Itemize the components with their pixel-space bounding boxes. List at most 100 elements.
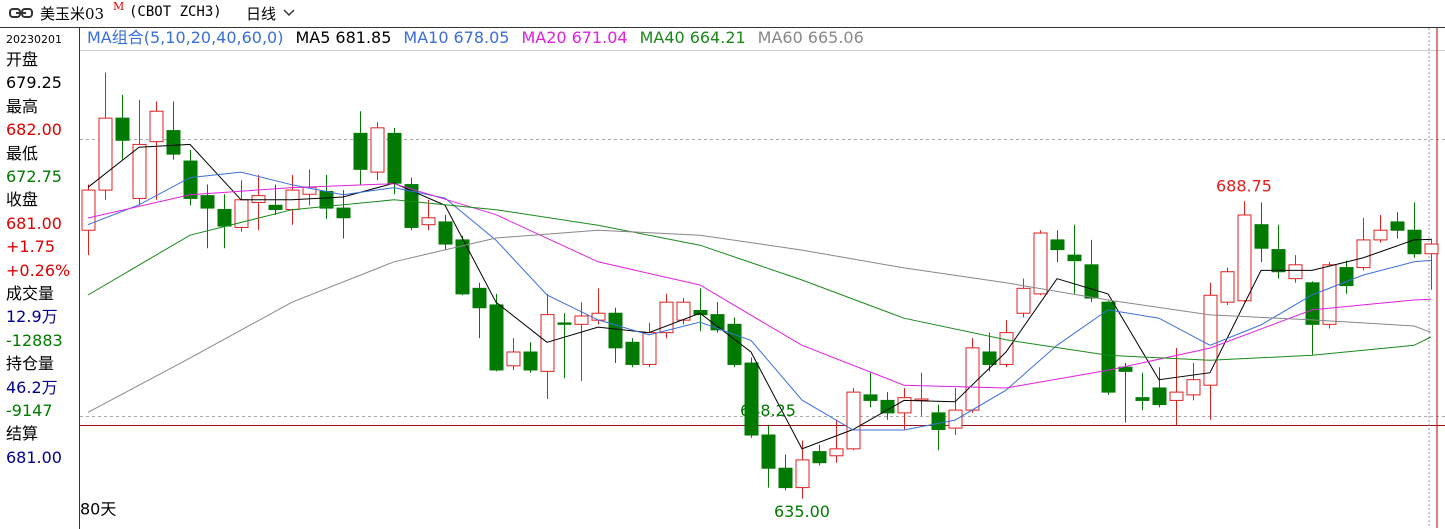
candle-body (744, 362, 759, 436)
candle-body (1237, 214, 1252, 302)
period-chevron[interactable] (282, 8, 296, 18)
candle-body (1220, 271, 1235, 303)
candle-body (251, 195, 266, 204)
candle-body (489, 304, 504, 371)
candle-body (829, 448, 844, 457)
legend-value: 665.06 (808, 28, 864, 47)
info-item: 持仓量 (6, 354, 55, 374)
candle-body (982, 351, 997, 365)
candle-body (965, 347, 980, 411)
ma-line (87, 183, 1432, 389)
candle-body (200, 195, 215, 209)
candle-body (1084, 264, 1099, 299)
candle-body (761, 434, 776, 469)
info-item: 开盘 (6, 50, 39, 69)
candle-body (1050, 239, 1065, 251)
candle-body (1067, 254, 1082, 262)
candle-body (302, 186, 317, 195)
info-item: 681.00 (6, 213, 62, 233)
info-item: 收盘 (6, 190, 39, 210)
candle-body (574, 315, 589, 325)
candle-body (1407, 229, 1422, 255)
candle-body (693, 309, 708, 316)
extreme-label: 648.25 (740, 401, 796, 420)
info-item: 12.9万 (6, 307, 58, 327)
ma-line (87, 171, 1432, 431)
candle-body (1271, 249, 1286, 273)
candle-body (132, 143, 147, 199)
period[interactable]: 日线 (246, 5, 277, 23)
candle-body (370, 127, 385, 173)
candle-body (336, 207, 351, 219)
candle-body (1033, 232, 1048, 295)
candle-body (625, 341, 640, 365)
candle-body (115, 117, 130, 141)
legend-value: 664.21 (690, 28, 746, 47)
candle-body (1390, 221, 1405, 231)
info-item: 46.2万 (6, 377, 58, 397)
legend-title: MA组合(5,10,20,40,60,0) (87, 28, 283, 47)
legend-name: MA10 (403, 28, 448, 47)
extreme-label: 635.00 (774, 502, 830, 521)
ma-line (87, 143, 1432, 450)
toolbar: 美玉米03 M (CBOT ZCH3) 日线 (0, 0, 1445, 26)
symbol-mark: M (113, 0, 125, 13)
candle-body (676, 301, 691, 321)
legend-name: MA60 (758, 28, 803, 47)
info-item: 679.25 (6, 73, 62, 93)
candle-body (217, 208, 232, 227)
info-date: 20230201 (6, 33, 62, 46)
candle-body (642, 332, 657, 365)
candle-body (285, 189, 300, 210)
candle-body (523, 351, 538, 371)
candle-body (1118, 366, 1133, 372)
symbol: 美玉米03 (40, 5, 105, 23)
candle-body (1288, 264, 1303, 280)
info-item: -9147 (6, 401, 53, 420)
legend-name: MA40 (640, 28, 685, 47)
candle-body (778, 467, 793, 489)
candle-body (149, 110, 164, 143)
candle-body (81, 189, 96, 231)
candle-body (880, 399, 895, 414)
candle-body (931, 412, 946, 430)
ma-line (87, 199, 1432, 361)
candle-body (353, 132, 368, 170)
info-item: 最低 (6, 143, 39, 163)
candle-body (1101, 301, 1116, 393)
symbol-code: (CBOT ZCH3) (129, 4, 222, 20)
candle-body (166, 130, 181, 155)
candle-body (999, 332, 1014, 365)
candle-body (863, 394, 878, 401)
candle-body (1424, 243, 1439, 255)
candle-body (591, 312, 606, 321)
candle-body (659, 301, 674, 334)
legend-name: MA20 (521, 28, 566, 47)
info-item: +1.75 (6, 237, 56, 257)
legend-value: 671.04 (572, 28, 628, 47)
candle-body (710, 314, 725, 331)
candle-body (608, 312, 623, 349)
candle-body (540, 314, 555, 372)
candle-body (1135, 397, 1150, 401)
legend-value: 681.85 (335, 28, 391, 47)
info-item: 681.00 (6, 447, 62, 467)
candle-body (897, 397, 912, 414)
candle-body (438, 221, 453, 245)
legend-name: MA5 (295, 28, 330, 47)
candle-body (1356, 239, 1371, 269)
info-item: +0.26% (6, 260, 71, 280)
info-item: -12883 (6, 330, 63, 350)
candle-body (557, 322, 572, 325)
link-icon[interactable] (9, 7, 33, 19)
candle-body (455, 239, 470, 295)
info-item: 672.75 (6, 167, 62, 186)
legend-value: 678.05 (454, 28, 510, 47)
candle-body (914, 398, 929, 401)
candle-body (727, 323, 742, 365)
candle-body (98, 117, 113, 191)
candle-body (234, 199, 249, 228)
candle-body (948, 409, 963, 429)
info-item: 成交量 (6, 284, 55, 303)
candle-body (319, 190, 334, 209)
